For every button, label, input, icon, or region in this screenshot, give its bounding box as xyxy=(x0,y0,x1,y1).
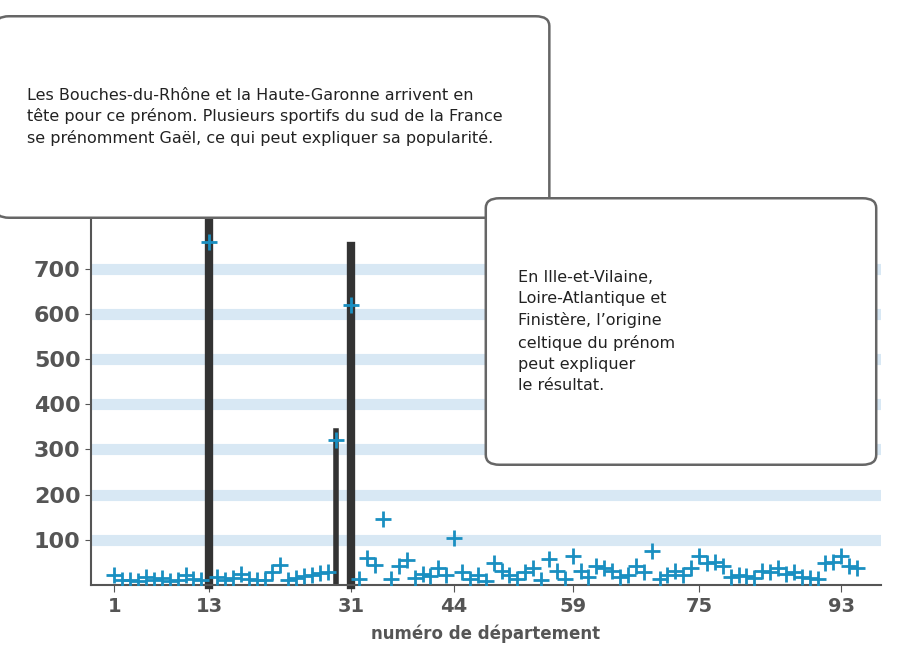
Point xyxy=(305,570,320,580)
Point xyxy=(597,563,612,573)
Point xyxy=(210,571,224,582)
Point xyxy=(352,573,367,584)
Point xyxy=(637,567,651,578)
Point xyxy=(391,561,406,571)
Point xyxy=(242,573,256,584)
Point xyxy=(186,573,201,584)
Point xyxy=(107,570,122,580)
Point xyxy=(755,566,770,576)
Text: Les Bouches-du-Rhône et la Haute-Garonne arrivent en
tête pour ce prénom. Plusie: Les Bouches-du-Rhône et la Haute-Garonne… xyxy=(27,88,503,146)
Point xyxy=(455,567,469,578)
Point xyxy=(360,552,375,563)
Point xyxy=(226,573,241,583)
Point xyxy=(803,573,817,583)
Point xyxy=(660,570,675,580)
Point xyxy=(542,554,557,564)
Point xyxy=(154,573,169,584)
Point xyxy=(329,436,343,446)
Point xyxy=(178,570,192,580)
Point xyxy=(700,558,715,569)
Point xyxy=(431,563,446,573)
Point xyxy=(423,571,438,581)
Point xyxy=(194,575,209,585)
Point xyxy=(368,560,382,570)
Point xyxy=(123,575,138,586)
Point xyxy=(652,573,666,584)
Point xyxy=(810,573,824,584)
Point xyxy=(794,571,809,582)
Point xyxy=(518,567,533,578)
Text: nombre d’enfants: nombre d’enfants xyxy=(20,179,299,207)
Point xyxy=(716,561,730,571)
X-axis label: numéro de département: numéro de département xyxy=(371,624,600,643)
Point xyxy=(558,573,572,584)
Point xyxy=(415,569,429,579)
Point xyxy=(731,570,745,580)
Point xyxy=(171,575,185,586)
Point xyxy=(384,573,399,584)
Point xyxy=(439,570,454,580)
Text: En Ille-et-Vilaine,
Loire-Atlantique et
Finistère, l’origine
celtique du prénom
: En Ille-et-Vilaine, Loire-Atlantique et … xyxy=(518,270,675,393)
Point xyxy=(628,561,643,571)
Point xyxy=(257,575,271,586)
Point xyxy=(613,571,627,582)
Point xyxy=(131,576,145,586)
Point xyxy=(771,563,785,573)
Point xyxy=(163,576,177,586)
Point xyxy=(684,563,698,573)
Point xyxy=(850,563,864,573)
Point xyxy=(281,575,296,586)
Point xyxy=(676,570,691,580)
Point xyxy=(747,573,762,583)
Point xyxy=(297,571,311,581)
Point xyxy=(400,555,414,566)
Point xyxy=(566,551,580,561)
Point xyxy=(233,569,248,579)
Point xyxy=(549,566,564,576)
Point xyxy=(250,575,264,586)
Point xyxy=(115,575,130,585)
Point xyxy=(834,551,849,561)
Point xyxy=(312,568,327,578)
Point xyxy=(218,575,232,586)
Point xyxy=(645,546,659,556)
Point xyxy=(581,571,596,582)
Point xyxy=(534,575,548,586)
Point xyxy=(494,566,508,576)
Point xyxy=(589,561,604,571)
Point xyxy=(273,560,288,570)
Point xyxy=(826,556,841,567)
Point xyxy=(707,556,722,567)
Point xyxy=(724,571,738,582)
Point xyxy=(202,237,217,247)
Point xyxy=(573,566,587,576)
Point xyxy=(376,514,390,525)
Point xyxy=(739,571,754,581)
Point xyxy=(842,561,856,571)
Point xyxy=(470,570,485,580)
Point xyxy=(321,567,335,578)
Point xyxy=(147,575,162,585)
Point xyxy=(502,570,517,580)
Point xyxy=(605,566,619,576)
Point xyxy=(526,563,540,573)
Point xyxy=(265,567,280,578)
Point xyxy=(779,569,794,579)
Point xyxy=(668,566,683,576)
Point xyxy=(510,573,525,584)
Point xyxy=(818,558,833,569)
Point xyxy=(463,573,478,584)
Point xyxy=(763,567,777,578)
Point xyxy=(621,570,636,580)
Point xyxy=(344,300,359,310)
Point xyxy=(786,567,801,578)
Point xyxy=(479,576,493,586)
Point xyxy=(289,573,303,583)
Point xyxy=(487,558,501,569)
Point xyxy=(447,532,461,543)
Point xyxy=(408,573,422,583)
Point xyxy=(139,571,153,582)
Point xyxy=(692,551,706,561)
